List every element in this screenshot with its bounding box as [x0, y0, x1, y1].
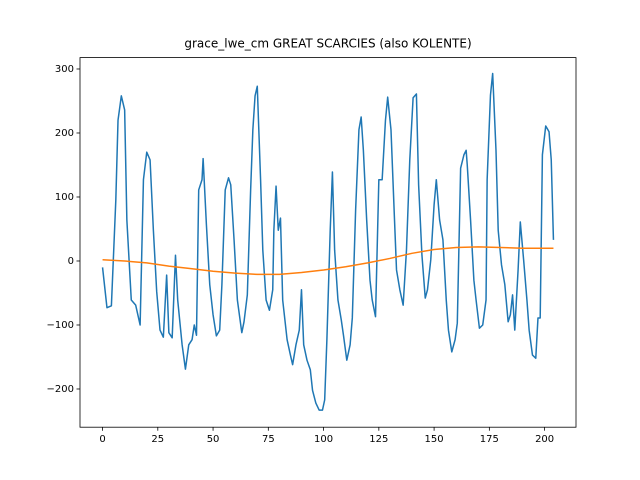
y-tick-label: 0 — [68, 256, 74, 267]
x-tick-label: 200 — [535, 434, 554, 445]
x-tick-label: 25 — [151, 434, 164, 445]
y-tick-label: −200 — [47, 384, 74, 395]
x-tick-label: 75 — [262, 434, 275, 445]
chart-title: grace_lwe_cm GREAT SCARCIES (also KOLENT… — [184, 37, 471, 51]
x-tick-label: 0 — [99, 434, 105, 445]
x-tick-label: 125 — [369, 434, 388, 445]
y-tick-label: 100 — [55, 192, 74, 203]
x-tick-label: 100 — [314, 434, 333, 445]
y-tick-label: 200 — [55, 128, 74, 139]
y-tick-label: −100 — [47, 320, 74, 331]
plot-frame — [79, 57, 577, 428]
y-tick-label: 300 — [55, 64, 74, 75]
x-tick-label: 150 — [425, 434, 444, 445]
x-tick-label: 175 — [480, 434, 499, 445]
line-series — [101, 72, 555, 411]
line-series — [102, 246, 554, 276]
x-tick-label: 50 — [207, 434, 220, 445]
